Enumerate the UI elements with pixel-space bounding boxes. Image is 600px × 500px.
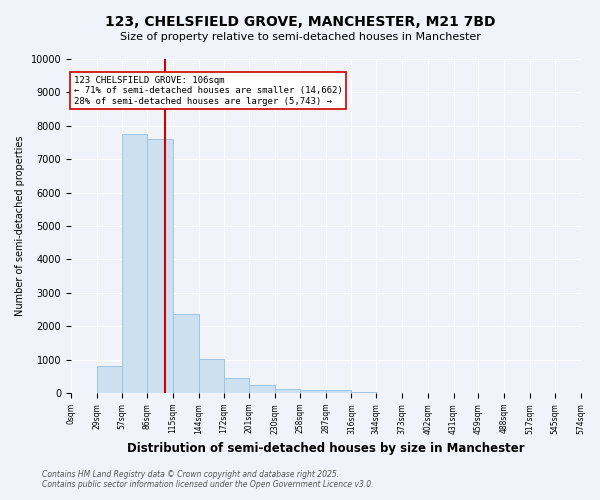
Text: Contains HM Land Registry data © Crown copyright and database right 2025.
Contai: Contains HM Land Registry data © Crown c… xyxy=(42,470,373,489)
Y-axis label: Number of semi-detached properties: Number of semi-detached properties xyxy=(15,136,25,316)
Bar xyxy=(173,314,199,393)
Bar xyxy=(199,359,224,393)
Bar xyxy=(147,138,173,393)
Bar xyxy=(326,390,352,393)
Bar xyxy=(300,390,326,393)
Bar xyxy=(97,366,122,393)
Text: Size of property relative to semi-detached houses in Manchester: Size of property relative to semi-detach… xyxy=(119,32,481,42)
Text: 123, CHELSFIELD GROVE, MANCHESTER, M21 7BD: 123, CHELSFIELD GROVE, MANCHESTER, M21 7… xyxy=(105,15,495,29)
Bar xyxy=(250,384,275,393)
Bar xyxy=(224,378,250,393)
X-axis label: Distribution of semi-detached houses by size in Manchester: Distribution of semi-detached houses by … xyxy=(127,442,524,455)
Text: 123 CHELSFIELD GROVE: 106sqm
← 71% of semi-detached houses are smaller (14,662)
: 123 CHELSFIELD GROVE: 106sqm ← 71% of se… xyxy=(74,76,343,106)
Bar xyxy=(122,134,147,393)
Bar xyxy=(275,388,300,393)
Bar xyxy=(352,392,376,393)
